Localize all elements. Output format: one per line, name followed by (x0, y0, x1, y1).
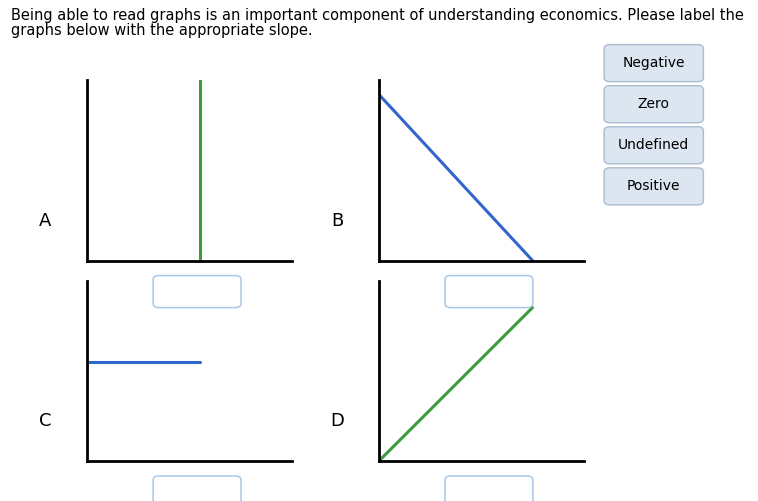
Text: Negative: Negative (622, 56, 685, 70)
Text: Zero: Zero (637, 97, 670, 111)
Text: C: C (39, 412, 52, 430)
Text: D: D (330, 412, 344, 430)
Text: B: B (331, 212, 343, 230)
Text: Positive: Positive (627, 179, 681, 193)
Text: Undefined: Undefined (619, 138, 689, 152)
Text: Being able to read graphs is an important component of understanding economics. : Being able to read graphs is an importan… (11, 8, 744, 23)
Text: A: A (39, 212, 52, 230)
Text: graphs below with the appropriate slope.: graphs below with the appropriate slope. (11, 23, 313, 38)
